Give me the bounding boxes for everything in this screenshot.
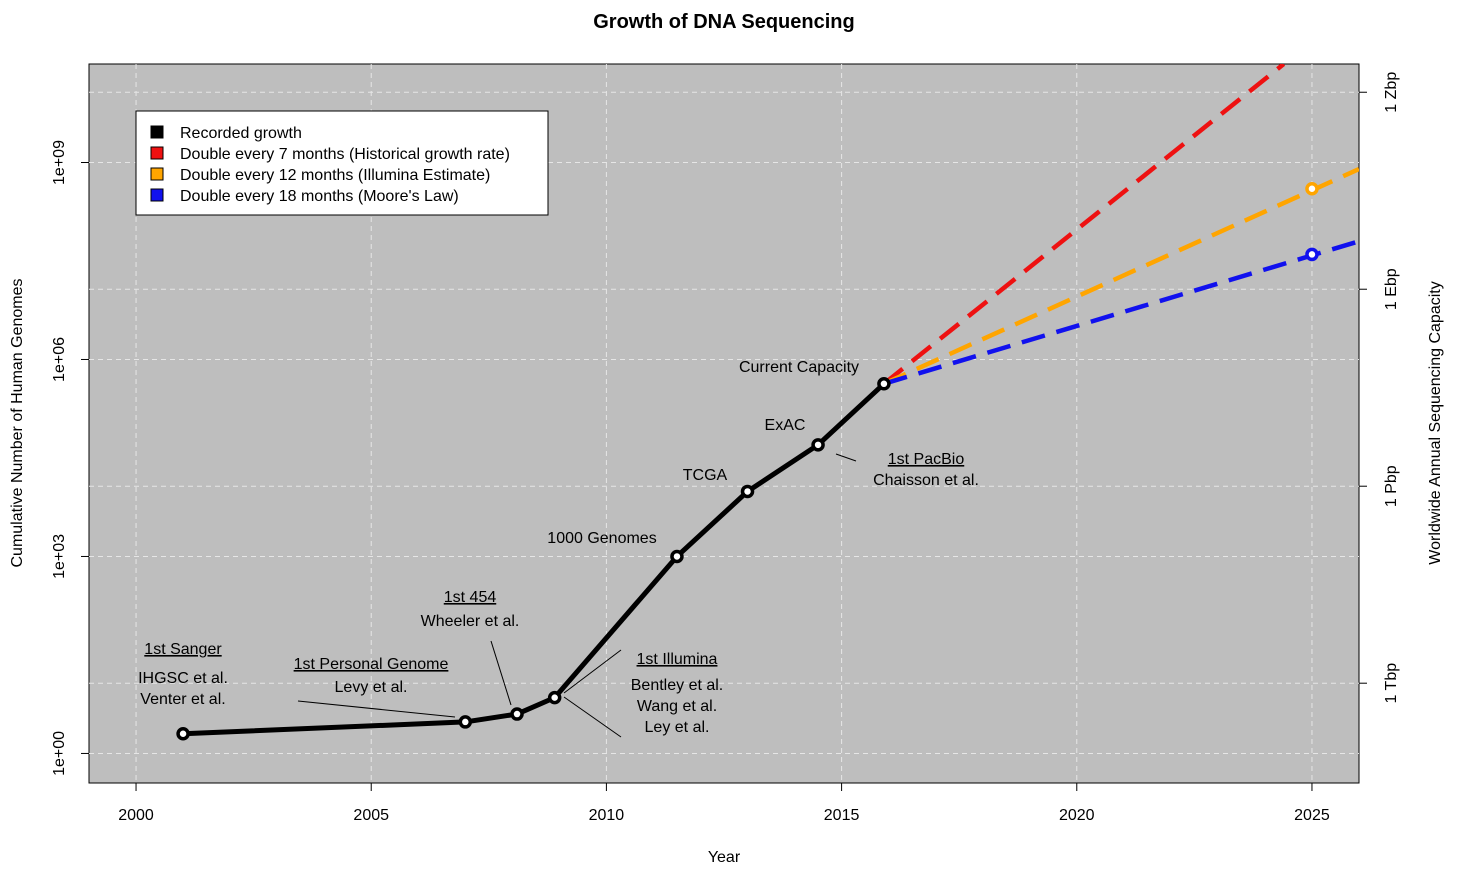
leader-line-3 [563, 696, 622, 738]
x-tick-label-2020: 2020 [1059, 807, 1095, 824]
y-axis: 1e+00 1e+03 1e+06 1e+09 [51, 140, 89, 776]
legend-label-18mo: Double every 18 months (Moore's Law) [180, 188, 459, 205]
y2-tick-label-2: 1 Ebp [1383, 268, 1400, 310]
annotation-exac: ExAC [765, 417, 806, 434]
y2-tick-label-3: 1 Zbp [1383, 72, 1400, 113]
series-layer [176, 64, 1359, 741]
annotation-levy: Levy et al. [335, 679, 408, 696]
legend: Recorded growth Double every 7 months (H… [135, 110, 549, 216]
annotation-ihgsc: IHGSC et al. [138, 670, 228, 687]
y2-tick-label-1: 1 Pbp [1383, 465, 1400, 507]
annotation-lines [297, 453, 857, 738]
series-clip-group [182, 64, 1359, 737]
point-recorded-4 [670, 549, 684, 564]
x-tick-label-2025: 2025 [1294, 807, 1330, 824]
leader-line-1 [490, 640, 512, 706]
legend-swatch-recorded [150, 125, 164, 139]
point-projection-3 [1305, 247, 1319, 262]
legend-label-7mo: Double every 7 months (Historical growth… [180, 146, 510, 163]
legend-box [135, 110, 549, 216]
chart-title: Growth of DNA Sequencing [593, 11, 854, 33]
point-projection-2 [1305, 182, 1319, 196]
legend-label-recorded: Recorded growth [180, 125, 302, 142]
annotation-1st-454: 1st 454 [444, 589, 497, 606]
annotation-1st-illumina: 1st Illumina [637, 651, 718, 668]
x-axis-label: Year [708, 849, 741, 866]
annotation-chaisson: Chaisson et al. [873, 472, 979, 489]
point-recorded-0 [176, 727, 190, 741]
leader-line-2 [563, 649, 622, 694]
annotation-ley: Ley et al. [645, 719, 710, 736]
series-line-3 [883, 239, 1359, 386]
point-recorded-1 [458, 715, 473, 729]
x-tick-label-2000: 2000 [118, 807, 154, 824]
x-axis: 2000 2005 2010 2015 2020 2025 [118, 782, 1330, 824]
y2-tick-label-0: 1 Tbp [1383, 663, 1400, 704]
leader-line-0 [297, 700, 456, 718]
annotation-venter: Venter et al. [140, 691, 225, 708]
legend-swatch-7mo [150, 146, 164, 160]
x-tick-label-2010: 2010 [589, 807, 625, 824]
annotation-1st-personal-genome: 1st Personal Genome [294, 656, 449, 673]
y-tick-label-1: 1e+03 [51, 534, 68, 579]
y-tick-label-3: 1e+09 [51, 140, 68, 185]
x-tick-label-2015: 2015 [824, 807, 860, 824]
series-line-1 [882, 64, 1286, 386]
point-recorded-6 [811, 438, 825, 452]
annotation-1st-sanger: 1st Sanger [144, 641, 222, 658]
y2-axis: 1 Tbp 1 Pbp 1 Ebp 1 Zbp [1359, 72, 1400, 704]
legend-swatch-18mo [150, 188, 164, 202]
x-tick-label-2005: 2005 [353, 807, 389, 824]
annotation-current-capacity: Current Capacity [739, 359, 859, 376]
series-line-0 [182, 381, 886, 737]
annotation-1000-genomes: 1000 Genomes [547, 530, 656, 547]
annotation-bentley: Bentley et al. [631, 677, 724, 694]
series-line-2 [882, 167, 1359, 386]
point-recorded-5 [740, 484, 755, 499]
point-recorded-2 [510, 707, 524, 721]
y2-axis-label: Worldwide Annual Sequencing Capacity [1427, 281, 1444, 564]
annotation-tcga: TCGA [683, 467, 728, 484]
point-recorded-3 [547, 690, 562, 705]
legend-swatch-12mo [150, 167, 164, 181]
leader-line-4 [835, 453, 857, 462]
y-axis-label: Cumulative Number of Human Genomes [9, 278, 26, 567]
legend-label-12mo: Double every 12 months (Illumina Estimat… [180, 167, 490, 184]
y-tick-label-2: 1e+06 [51, 337, 68, 382]
annotation-wang: Wang et al. [637, 698, 717, 715]
y-tick-label-0: 1e+00 [51, 731, 68, 776]
annotation-wheeler: Wheeler et al. [421, 613, 520, 630]
annotation-1st-pacbio: 1st PacBio [888, 451, 965, 468]
point-recorded-7 [877, 377, 891, 391]
